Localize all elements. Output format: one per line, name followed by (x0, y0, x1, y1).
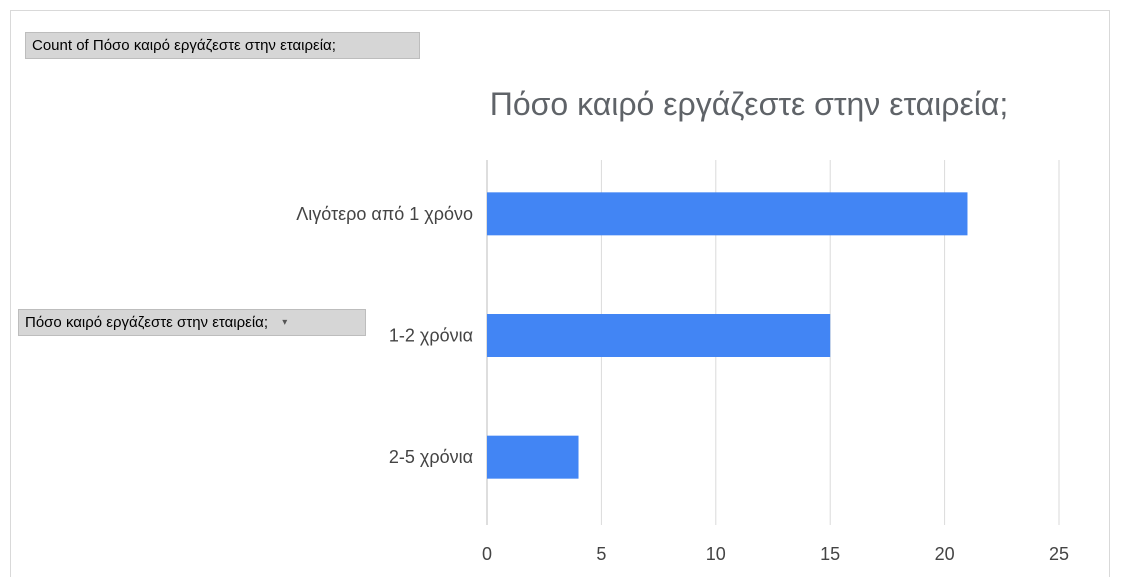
bars (487, 192, 968, 479)
tick-labels: 0 5 10 15 20 25 (482, 544, 1069, 564)
category-label: 1-2 χρόνια (389, 326, 473, 346)
pivot-value-field-label: Count of Πόσο καιρό εργάζεστε στην εταιρ… (32, 37, 336, 54)
x-tick-label: 25 (1049, 544, 1069, 564)
x-tick-label: 10 (706, 544, 726, 564)
chart-title: Πόσο καιρό εργάζεστε στην εταιρεία; (490, 86, 1008, 122)
pivot-axis-field-button[interactable]: Πόσο καιρό εργάζεστε στην εταιρεία; ▾ (18, 309, 366, 336)
x-tick-label: 5 (596, 544, 606, 564)
x-tick-label: 20 (935, 544, 955, 564)
bar[interactable] (487, 192, 968, 236)
category-label: 2-5 χρόνια (389, 447, 473, 467)
chevron-down-icon[interactable]: ▾ (282, 317, 288, 329)
chart-frame (10, 10, 1110, 577)
x-tick-label: 0 (482, 544, 492, 564)
bar[interactable] (487, 314, 831, 357)
pivot-value-field-button[interactable]: Count of Πόσο καιρό εργάζεστε στην εταιρ… (25, 32, 420, 59)
category-labels: Λιγότερο από 1 χρόνο 1-2 χρόνια 2-5 χρόνια (296, 204, 473, 467)
bar[interactable] (487, 435, 579, 479)
x-tick-label: 15 (820, 544, 840, 564)
category-label: Λιγότερο από 1 χρόνο (296, 204, 473, 224)
pivot-axis-field-label: Πόσο καιρό εργάζεστε στην εταιρεία; (25, 314, 269, 331)
